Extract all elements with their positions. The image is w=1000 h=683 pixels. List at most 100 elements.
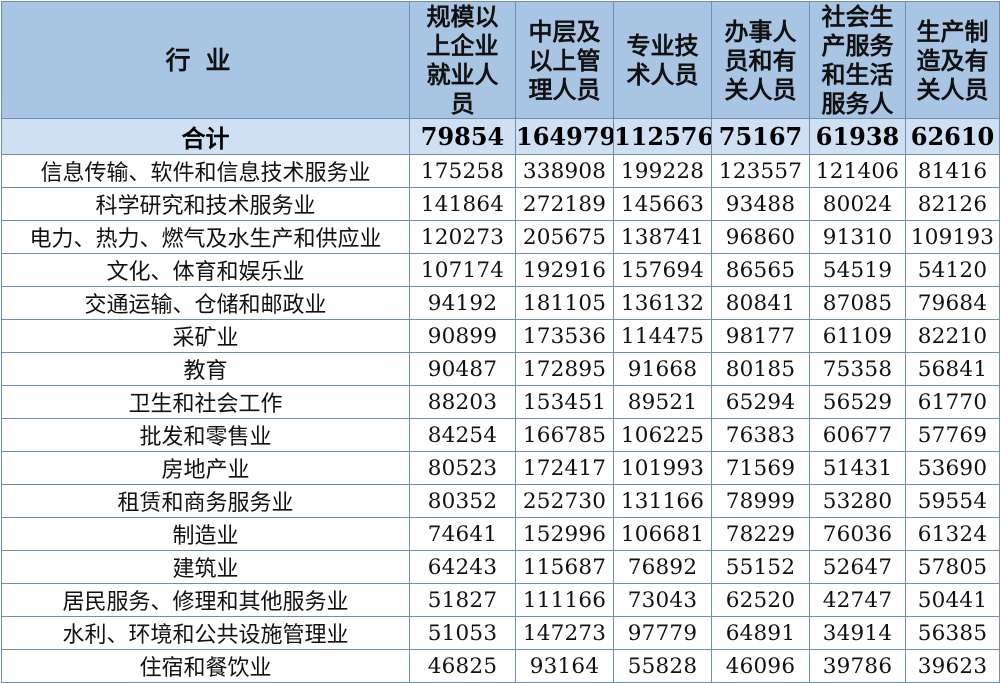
header-line: 员和有: [724, 45, 797, 75]
wage-value: 61109: [809, 319, 906, 353]
wage-value: 175258: [409, 154, 516, 188]
wage-value: 53280: [809, 484, 906, 518]
header-industry: 行业: [1, 1, 410, 119]
industry-name: 电力、热力、燃气及水生产和供应业: [1, 220, 410, 254]
wage-value: 109193: [905, 220, 1000, 254]
wage-value: 55828: [613, 649, 712, 683]
wage-value: 131166: [613, 484, 712, 518]
industry-name: 卫生和社会工作: [1, 385, 410, 419]
wage-value: 172895: [515, 352, 614, 386]
wage-value: 93488: [711, 187, 810, 221]
wage-value: 46825: [409, 649, 516, 683]
header-line: 产服务: [821, 31, 894, 60]
wage-value: 57805: [905, 550, 1000, 584]
wage-value: 60677: [809, 418, 906, 452]
industry-name: 房地产业: [1, 451, 410, 485]
industry-name: 科学研究和技术服务业: [1, 187, 410, 221]
wage-value: 87085: [809, 286, 906, 320]
industry-name: 租赁和商务服务业: [1, 484, 410, 518]
table-row: 水利、环境和公共设施管理业 51053 147273 97779 64891 34914 5…: [1, 616, 1000, 650]
wage-value: 111166: [515, 583, 614, 617]
wage-value: 76036: [809, 517, 906, 551]
wage-value: 65294: [711, 385, 810, 419]
total-value: 61938: [809, 118, 906, 155]
wage-value: 52647: [809, 550, 906, 584]
wage-value: 98177: [711, 319, 810, 353]
table-row: 租赁和商务服务业 80352 252730 131166 78999 53280 59554: [1, 484, 1000, 518]
wage-value: 192916: [515, 253, 614, 287]
wage-value: 97779: [613, 616, 712, 650]
wage-value: 145663: [613, 187, 712, 221]
header-line: 造及有: [916, 45, 989, 75]
wage-value: 153451: [515, 385, 614, 419]
header-line: 上企业: [426, 31, 499, 60]
header-line: 生产制: [916, 16, 989, 46]
header-line: 规模以: [426, 2, 499, 32]
industry-name: 住宿和餐饮业: [1, 649, 410, 683]
wage-value: 62520: [711, 583, 810, 617]
wage-value: 81416: [905, 154, 1000, 188]
header-col-6: 生产制 造及有 关人员: [905, 1, 1000, 119]
total-row: 合计 79854 164979 112576 75167 61938 62610: [1, 118, 1000, 155]
header-col-3: 专业技 术人员: [613, 1, 712, 119]
wage-value: 82126: [905, 187, 1000, 221]
wage-value: 90487: [409, 352, 516, 386]
wage-value: 82210: [905, 319, 1000, 353]
header-line: 服务人: [821, 89, 894, 118]
wage-value: 205675: [515, 220, 614, 254]
wage-value: 56385: [905, 616, 1000, 650]
wage-value: 56529: [809, 385, 906, 419]
header-line: 理人员: [528, 74, 601, 104]
wage-value: 74641: [409, 517, 516, 551]
industry-name: 制造业: [1, 517, 410, 551]
header-col-5: 社会生 产服务 和生活 服务人: [809, 1, 906, 119]
wage-value: 42747: [809, 583, 906, 617]
wage-value: 61324: [905, 517, 1000, 551]
wage-value: 121406: [809, 154, 906, 188]
table-row: 批发和零售业 84254 166785 106225 76383 60677 57769: [1, 418, 1000, 452]
table-row: 住宿和餐饮业 46825 93164 55828 46096 39786 39623: [1, 649, 1000, 683]
wage-value: 39786: [809, 649, 906, 683]
wage-value: 96860: [711, 220, 810, 254]
wage-value: 64891: [711, 616, 810, 650]
wage-value: 55152: [711, 550, 810, 584]
header-line: 办事人: [724, 16, 797, 46]
wage-value: 53690: [905, 451, 1000, 485]
table-row: 文化、体育和娱乐业 107174 192916 157694 86565 54519 541…: [1, 253, 1000, 287]
wage-value: 91668: [613, 352, 712, 386]
wage-value: 173536: [515, 319, 614, 353]
wage-value: 76892: [613, 550, 712, 584]
wage-value: 101993: [613, 451, 712, 485]
table-row: 电力、热力、燃气及水生产和供应业 120273 205675 138741 96860 9…: [1, 220, 1000, 254]
wage-value: 141864: [409, 187, 516, 221]
wage-value: 90899: [409, 319, 516, 353]
total-value: 62610: [905, 118, 1000, 155]
total-value: 75167: [711, 118, 810, 155]
wage-value: 172417: [515, 451, 614, 485]
wage-value: 86565: [711, 253, 810, 287]
wage-value: 181105: [515, 286, 614, 320]
wage-value: 89521: [613, 385, 712, 419]
wage-value: 71569: [711, 451, 810, 485]
header-col-1: 规模以 上企业 就业人员: [409, 1, 516, 119]
wage-value: 34914: [809, 616, 906, 650]
wage-value: 123557: [711, 154, 810, 188]
wage-value: 106225: [613, 418, 712, 452]
header-line: 行: [165, 45, 206, 75]
wage-value: 51053: [409, 616, 516, 650]
table-row: 房地产业 80523 172417 101993 71569 51431 53690: [1, 451, 1000, 485]
wage-value: 56841: [905, 352, 1000, 386]
table-row: 建筑业 64243 115687 76892 55152 52647 57805: [1, 550, 1000, 584]
industry-name: 交通运输、仓储和邮政业: [1, 286, 410, 320]
wage-value: 88203: [409, 385, 516, 419]
table-row: 卫生和社会工作 88203 153451 89521 65294 56529 61770: [1, 385, 1000, 419]
table-row: 信息传输、软件和信息技术服务业 175258 338908 199228 123557 1…: [1, 154, 1000, 188]
industry-name: 教育: [1, 352, 410, 386]
header-line: 专业技: [626, 31, 699, 60]
wage-value: 80185: [711, 352, 810, 386]
wage-value: 51827: [409, 583, 516, 617]
industry-name: 建筑业: [1, 550, 410, 584]
header-line: 以上管: [528, 45, 601, 75]
wage-value: 84254: [409, 418, 516, 452]
wage-value: 252730: [515, 484, 614, 518]
